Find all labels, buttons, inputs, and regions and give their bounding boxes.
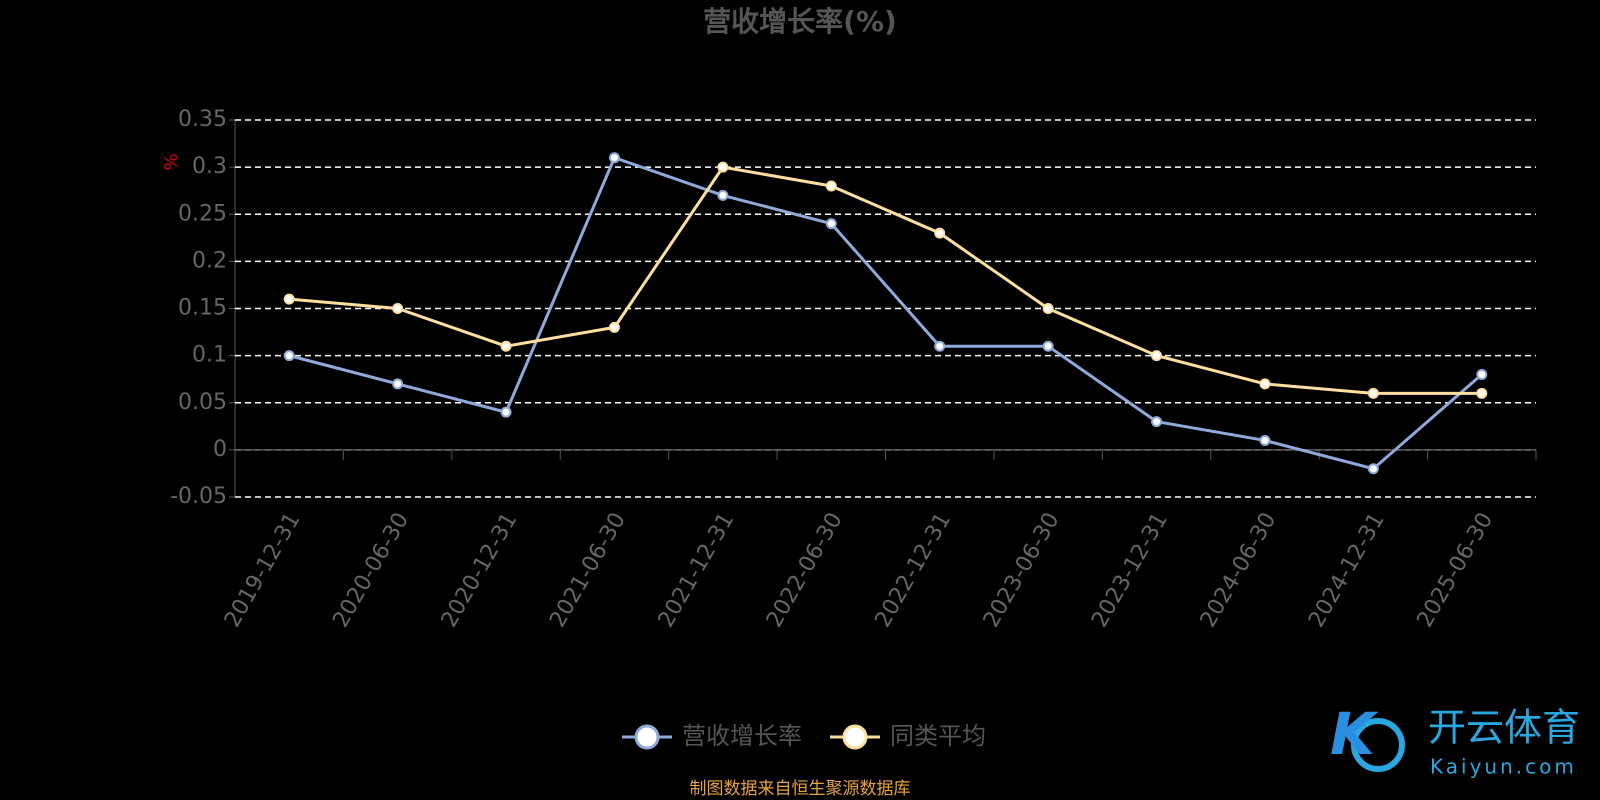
y-tick-label: 0.05 — [178, 390, 227, 415]
x-tick-label: 2021-12-31 — [654, 509, 740, 632]
legend-label: 同类平均 — [890, 722, 986, 750]
point — [717, 161, 729, 173]
point — [934, 340, 946, 352]
x-tick-label: 2022-12-31 — [871, 509, 957, 632]
point — [717, 189, 729, 201]
point — [934, 227, 946, 239]
x-tick-label: 2024-12-31 — [1304, 509, 1390, 632]
watermark: K 开云体育 Kaiyun.com — [1330, 700, 1580, 778]
x-tick-label: 2020-06-30 — [328, 509, 414, 632]
point — [1259, 434, 1271, 446]
x-tick-label: 2025-06-30 — [1413, 509, 1499, 632]
point — [1367, 387, 1379, 399]
series-line — [289, 165, 1482, 395]
point — [825, 180, 837, 192]
point — [1476, 387, 1488, 399]
y-tick-label: 0.2 — [192, 248, 227, 273]
series — [283, 152, 1488, 475]
x-tick-label: 2020-12-31 — [437, 509, 523, 632]
x-tick-label: 2022-06-30 — [762, 509, 848, 632]
point — [1151, 350, 1163, 362]
point — [1151, 416, 1163, 428]
y-tick-label: 0.1 — [192, 343, 227, 368]
x-tick-label: 2024-06-30 — [1196, 509, 1282, 632]
y-tick-label: 0.25 — [178, 201, 227, 226]
x-tick-label: 2023-12-31 — [1087, 509, 1173, 632]
y-tick-label: 0.15 — [178, 296, 227, 321]
watermark-site: Kaiyun.com — [1430, 755, 1577, 779]
point — [1042, 303, 1054, 314]
point — [500, 406, 512, 418]
point — [825, 218, 837, 230]
point — [1259, 378, 1271, 390]
watermark-brand: 开云体育 — [1428, 706, 1580, 750]
logo-k: K — [1330, 700, 1379, 768]
point — [608, 152, 620, 164]
y-tick-label: -0.05 — [170, 484, 227, 509]
point — [283, 350, 295, 362]
point — [1367, 463, 1379, 475]
series-line — [288, 155, 1483, 471]
y-axis-label: % — [161, 153, 182, 170]
point — [608, 321, 620, 333]
point — [1476, 368, 1488, 380]
point — [1042, 340, 1054, 352]
legend-marker — [634, 724, 660, 750]
logo-ring — [1351, 718, 1405, 772]
series — [283, 161, 1488, 399]
y-tick-label: 0.3 — [192, 154, 227, 179]
source-note: 制图数据来自恒生聚源数据库 — [690, 779, 911, 799]
x-tick-label: 2023-06-30 — [979, 509, 1065, 632]
y-tick-label: 0.35 — [178, 107, 227, 132]
point — [283, 293, 295, 305]
legend-marker — [842, 724, 868, 750]
point — [392, 303, 404, 314]
x-tick-label: 2019-12-31 — [220, 509, 306, 632]
legend-label: 营收增长率 — [682, 722, 802, 750]
y-tick-label: 0 — [213, 437, 227, 462]
chart-title: 营收增长率(%) — [703, 5, 897, 38]
x-tick-label: 2021-06-30 — [545, 509, 631, 632]
point — [500, 340, 512, 352]
point — [392, 378, 404, 390]
